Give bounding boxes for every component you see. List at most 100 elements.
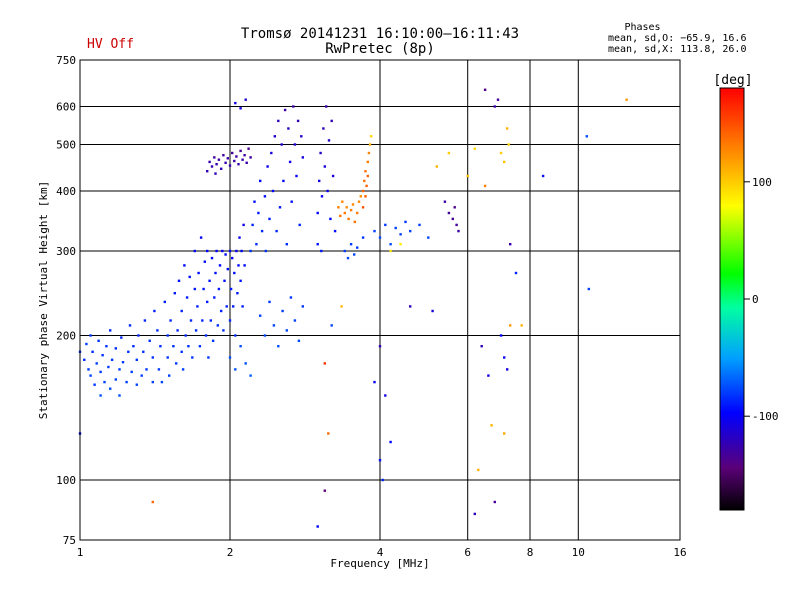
data-point: [378, 345, 382, 348]
data-point: [409, 229, 412, 233]
data-point: [214, 271, 217, 275]
data-point: [208, 160, 211, 164]
hv-status: HV Off: [87, 37, 134, 52]
plot-frame: [79, 59, 681, 541]
data-point: [159, 345, 162, 348]
data-point: [455, 223, 458, 227]
data-point: [238, 236, 241, 239]
data-point: [176, 329, 179, 332]
data-point: [203, 260, 206, 263]
data-point: [345, 206, 348, 209]
data-point: [285, 243, 288, 246]
data-point: [223, 279, 226, 282]
data-point: [316, 211, 319, 215]
data-point: [204, 334, 208, 337]
data-point: [368, 143, 372, 146]
data-point: [404, 220, 407, 224]
data-point: [183, 264, 186, 267]
data-point: [211, 339, 215, 342]
phases-title: Phases: [624, 22, 661, 33]
data-point: [389, 243, 392, 246]
data-point: [353, 253, 356, 256]
data-point: [222, 154, 225, 157]
data-point: [229, 287, 233, 291]
data-point: [447, 211, 451, 215]
data-point: [327, 432, 330, 435]
x-tick-label: 16: [673, 546, 686, 559]
data-point: [118, 394, 121, 397]
data-point: [316, 525, 319, 528]
data-point: [151, 500, 154, 504]
data-point: [343, 211, 346, 215]
data-point: [83, 358, 86, 361]
data-point: [361, 236, 365, 239]
data-point: [418, 223, 421, 227]
data-point: [163, 300, 166, 304]
data-point: [85, 342, 88, 346]
data-point: [367, 151, 371, 155]
data-point: [107, 365, 110, 369]
data-point: [110, 358, 114, 361]
data-point: [194, 329, 198, 332]
data-point: [288, 160, 292, 164]
data-point: [399, 243, 402, 246]
data-point: [466, 174, 469, 178]
y-tick-label: 500: [56, 139, 76, 152]
data-point: [253, 200, 256, 203]
data-point: [322, 127, 325, 130]
data-point: [289, 296, 293, 299]
data-point: [499, 334, 503, 337]
data-point: [363, 179, 366, 183]
data-point: [278, 206, 282, 209]
data-point: [224, 161, 227, 164]
data-point: [216, 324, 219, 327]
data-point: [298, 223, 301, 227]
data-point: [272, 324, 276, 327]
data-point: [370, 135, 373, 138]
data-point: [356, 246, 359, 249]
data-point: [169, 319, 172, 322]
data-point: [318, 179, 321, 183]
data-point: [394, 226, 397, 230]
data-point: [499, 151, 503, 155]
data-point: [268, 217, 271, 221]
data-point: [443, 200, 447, 203]
chart-title: Tromsø 20141231 16:10:00–16:11:43: [240, 26, 520, 42]
data-point: [282, 179, 285, 183]
data-point: [353, 220, 356, 224]
data-point: [480, 345, 483, 348]
data-point: [285, 329, 288, 332]
data-point: [228, 164, 232, 167]
data-point: [384, 223, 387, 227]
data-point: [87, 368, 90, 371]
data-point: [201, 319, 204, 322]
data-point: [356, 211, 359, 215]
data-point: [226, 157, 229, 160]
data-point: [156, 329, 159, 332]
data-point: [93, 383, 96, 386]
data-point: [217, 287, 221, 291]
data-point: [220, 309, 223, 313]
data-point: [431, 309, 434, 313]
data-point: [148, 339, 151, 342]
data-point: [327, 139, 331, 142]
data-point: [300, 135, 303, 138]
data-point: [202, 287, 205, 291]
data-point: [357, 200, 361, 203]
data-point: [109, 329, 112, 332]
y-axis-label: Stationary phase Virtual Height [km]: [37, 181, 50, 419]
y-tick-label: 400: [56, 185, 76, 198]
x-tick-label: 10: [572, 546, 585, 559]
data-point: [189, 319, 193, 322]
data-point: [373, 229, 376, 233]
data-point: [244, 98, 247, 101]
data-point: [215, 249, 218, 253]
data-point: [241, 305, 244, 308]
data-point: [237, 264, 240, 267]
y-tick-label: 75: [63, 534, 76, 547]
data-point: [105, 345, 108, 348]
data-point: [243, 264, 246, 267]
data-point: [493, 105, 496, 108]
data-point: [228, 249, 232, 253]
